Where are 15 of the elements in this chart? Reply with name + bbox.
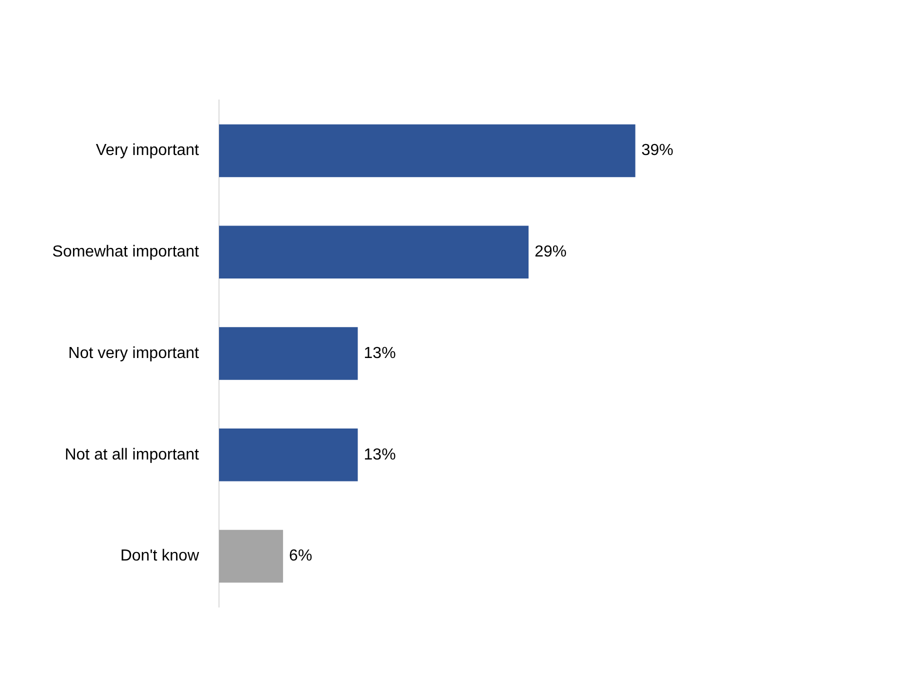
bar — [219, 226, 529, 278]
data-label: 39% — [641, 142, 674, 160]
bar — [219, 327, 358, 380]
y-tick-label: Don't know — [120, 548, 200, 565]
data-label: 13% — [364, 446, 396, 464]
y-tick-label: Not at all important — [64, 446, 200, 464]
data-label: 29% — [534, 244, 567, 261]
bar — [219, 124, 636, 178]
y-tick-label: Not very important — [68, 344, 200, 362]
y-tick-label: Somewhat important — [52, 244, 200, 261]
data-label: 6% — [289, 548, 312, 565]
bar — [219, 428, 358, 482]
bar — [219, 530, 284, 583]
data-label: 13% — [364, 344, 396, 362]
y-tick-label: Very important — [96, 142, 200, 160]
